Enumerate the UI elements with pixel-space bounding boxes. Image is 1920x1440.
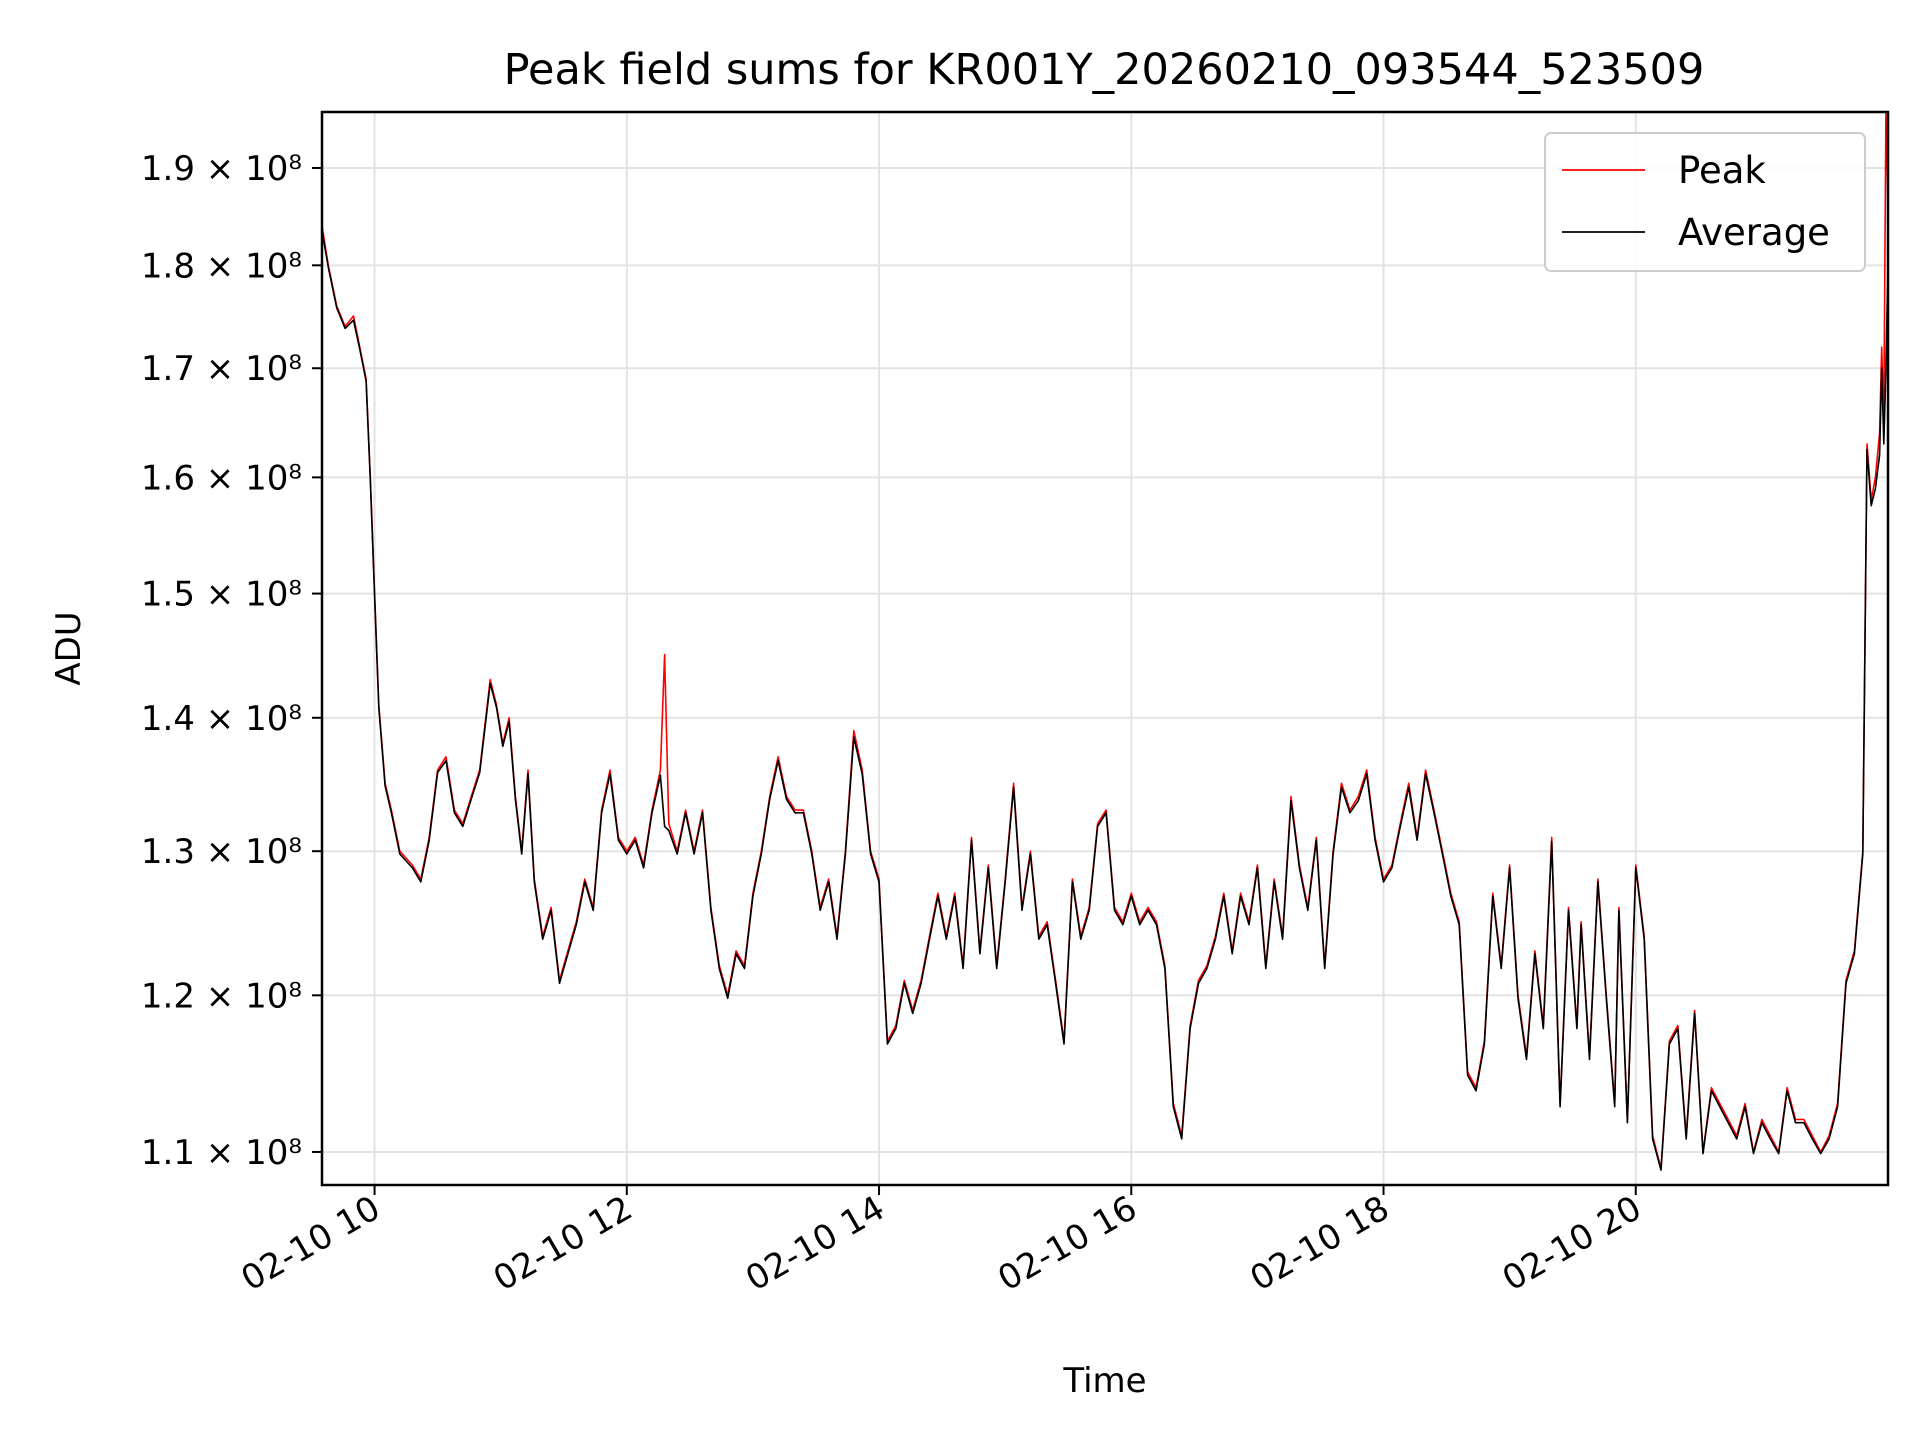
y-tick-label: 1.6 × 10⁸: [141, 458, 302, 498]
x-tick-label: 02-10 10: [235, 1188, 387, 1299]
y-tick-label: 1.1 × 10⁸: [141, 1133, 302, 1173]
x-tick-label: 02-10 18: [1244, 1188, 1396, 1299]
series-line-average: [321, 230, 1889, 1171]
x-axis: 02-10 10 02-10 12 02-10 14 02-10 16 02-10 18…: [235, 1185, 1648, 1299]
series-layer: [321, 111, 1889, 1171]
y-tick-label: 1.5 × 10⁸: [141, 575, 302, 615]
legend-label-average: Average: [1678, 211, 1830, 254]
y-tick-label: 1.4 × 10⁸: [141, 699, 302, 739]
y-axis: 1.1 × 10⁸ 1.2 × 10⁸ 1.3 × 10⁸ 1.4 × 10⁸ 1.5 …: [141, 149, 322, 1173]
legend-box: [1544, 132, 1866, 272]
x-tick-label: 02-10 14: [739, 1188, 891, 1299]
y-tick-label: 1.3 × 10⁸: [141, 832, 302, 872]
y-tick-label: 1.2 × 10⁸: [141, 976, 302, 1016]
grid: [322, 112, 1888, 1185]
legend: Peak Average: [1544, 132, 1866, 272]
chart-title: Peak field sums for KR001Y_20260210_0935…: [504, 45, 1705, 95]
x-tick-label: 02-10 12: [487, 1188, 639, 1299]
plot-frame: [320, 110, 1890, 1187]
x-tick-label: 02-10 16: [991, 1188, 1143, 1299]
x-axis-label: Time: [1062, 1361, 1146, 1401]
legend-label-peak: Peak: [1678, 149, 1766, 192]
y-tick-label: 1.7 × 10⁸: [141, 349, 302, 389]
x-tick-label: 02-10 20: [1496, 1188, 1648, 1299]
y-tick-label: 1.9 × 10⁸: [141, 149, 302, 189]
y-tick-label: 1.8 × 10⁸: [141, 246, 302, 286]
y-axis-label: ADU: [49, 611, 89, 685]
